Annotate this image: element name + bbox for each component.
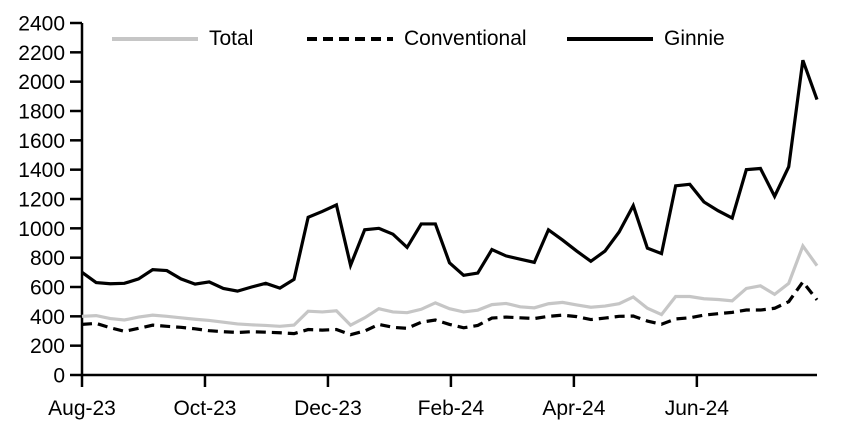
legend-item-total: Total — [112, 28, 253, 50]
legend-item-ginnie: Ginnie — [567, 28, 725, 50]
y-tick-label: 600 — [30, 277, 65, 300]
series-line-total — [81, 242, 819, 328]
y-axis-ticks: 0 200 400 600 800 1000 1200 1400 1600 1800 2000 220… — [18, 13, 82, 388]
total-line-sample-icon — [112, 37, 198, 41]
x-tick-label: Feb-24 — [418, 397, 485, 420]
y-tick-label: 1400 — [18, 159, 65, 182]
y-tick-label: 1600 — [18, 130, 65, 153]
y-tick-label: 2000 — [18, 71, 65, 94]
y-tick-label: 2200 — [18, 42, 65, 65]
series-line-conventional — [81, 279, 819, 337]
y-tick-label: 1000 — [18, 218, 65, 241]
legend-label-total: Total — [209, 27, 254, 50]
legend-label-conventional: Conventional — [404, 27, 527, 50]
conventional-line-sample-icon — [307, 37, 393, 41]
x-tick-label: Dec-23 — [294, 397, 362, 420]
x-tick-label: Oct-23 — [173, 397, 236, 420]
y-tick-label: 400 — [30, 306, 65, 329]
y-tick-label: 0 — [53, 365, 65, 388]
ginnie-line-sample-icon — [567, 37, 653, 41]
y-tick-label: 1200 — [18, 189, 65, 212]
legend-label-ginnie: Ginnie — [664, 27, 725, 50]
y-tick-label: 200 — [30, 335, 65, 358]
y-tick-label: 800 — [30, 247, 65, 270]
series-line-ginnie — [81, 59, 819, 293]
x-axis-ticks: Aug-23 Oct-23 Dec-23 Feb-24 Apr-24 Jun-24 — [48, 375, 729, 420]
x-tick-label: Jun-24 — [665, 397, 730, 420]
y-tick-label: 1800 — [18, 101, 65, 124]
legend-item-conventional: Conventional — [307, 28, 527, 50]
y-tick-label: 2400 — [18, 13, 65, 36]
x-tick-label: Apr-24 — [542, 397, 605, 420]
x-tick-label: Aug-23 — [48, 397, 116, 420]
